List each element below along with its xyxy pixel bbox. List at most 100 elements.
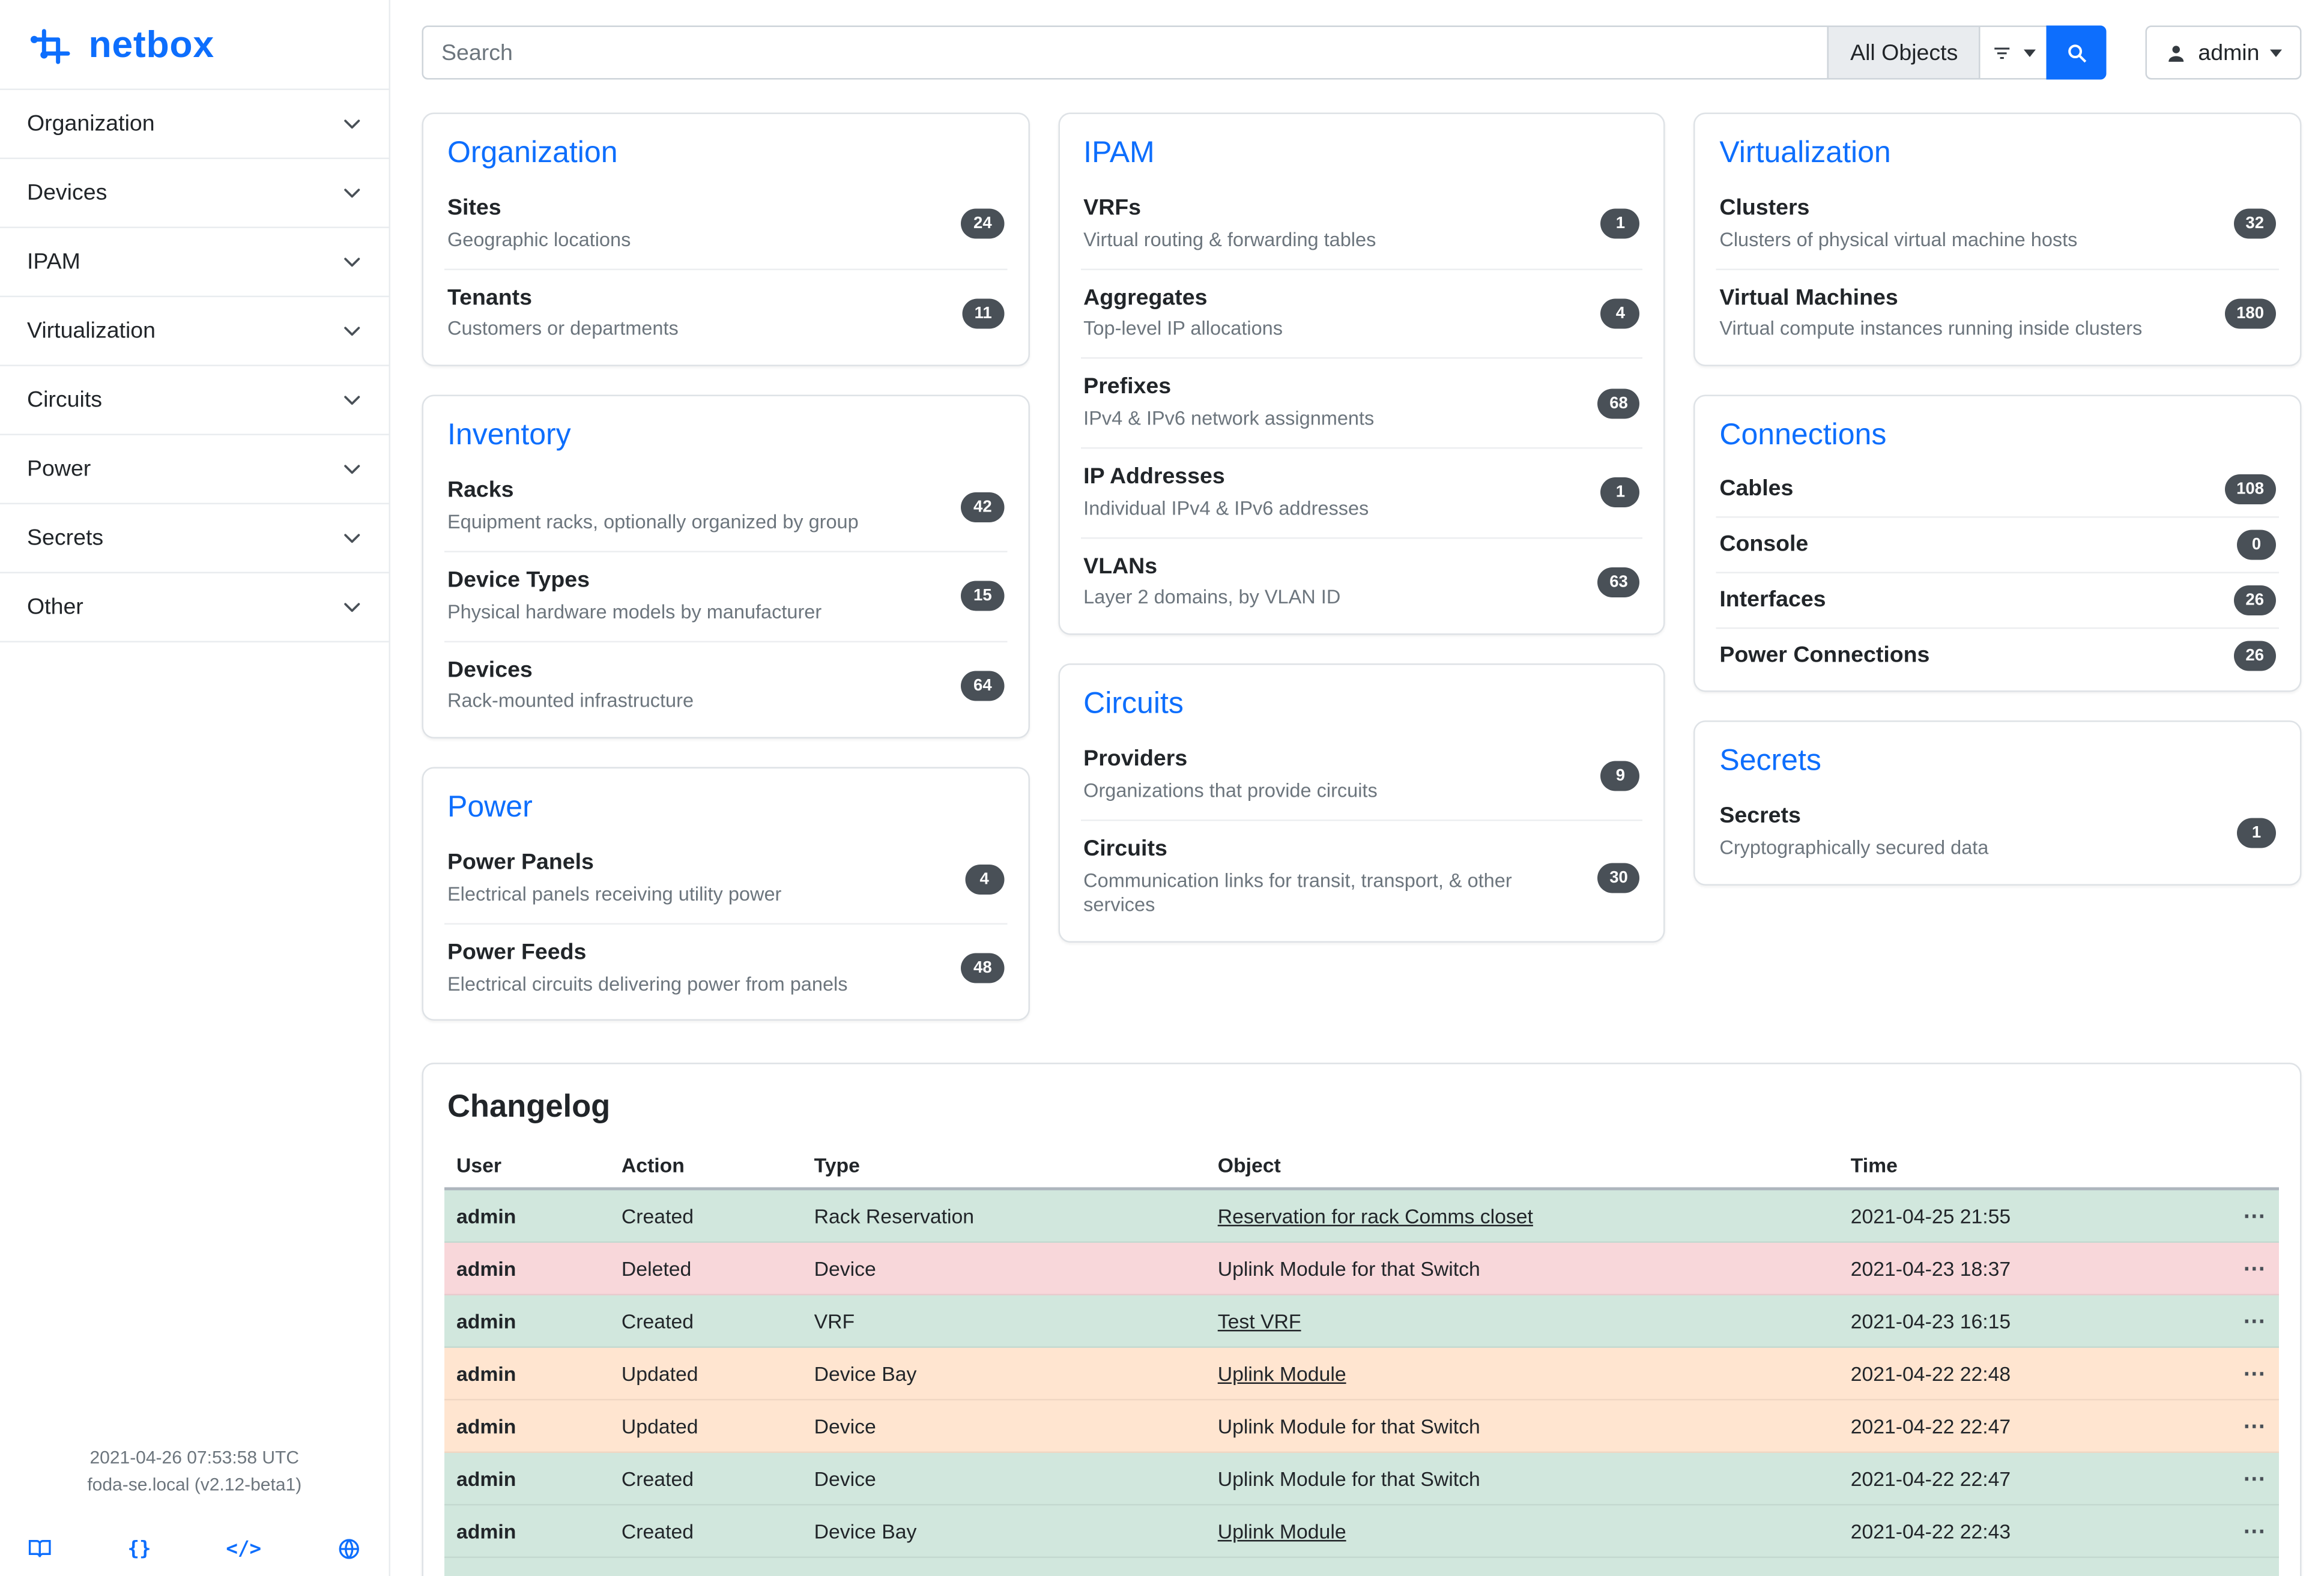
list-item-power-panels[interactable]: Power Panels Electrical panels receiving … [444,835,1007,923]
object-link[interactable]: Uplink Module [1217,1520,1346,1543]
card-title: Virtualization [1719,136,1891,170]
rest-api-icon[interactable]: {} [127,1538,151,1560]
user-menu-button[interactable]: admin [2145,25,2302,80]
cell-time: 2021-04-25 21:55 [1838,1189,2188,1244]
item-name[interactable]: Device Types [447,567,590,593]
sidebar-item-power[interactable]: Power [0,435,389,504]
item-name[interactable]: Power Feeds [447,939,587,965]
item-name[interactable]: Tenants [447,285,533,310]
item-name[interactable]: Cables [1719,476,1794,501]
list-item-circuits[interactable]: Circuits Communication links for transit,… [1080,819,1643,934]
list-item-prefixes[interactable]: Prefixes IPv4 & IPv6 network assignments 6… [1080,357,1643,447]
cell-user: admin [444,1452,610,1506]
row-actions[interactable]: ⋯ [2187,1242,2279,1296]
list-item-racks[interactable]: Racks Equipment racks, optionally organiz… [444,463,1007,551]
sidebar: netbox Organization Devices IPAM Virtualiza… [0,0,390,1576]
object-link[interactable]: Test VRF [1217,1310,1301,1333]
count-badge: 4 [964,863,1004,894]
cell-type: Device [802,1452,1206,1506]
list-item-cables[interactable]: Cables 108 [1716,463,2279,517]
filter-dropdown-button[interactable] [1979,25,2048,80]
item-name[interactable]: Devices [447,656,533,683]
row-actions[interactable]: ⋯ [2187,1347,2279,1401]
list-item-devices[interactable]: Devices Rack-mounted infrastructure 64 [444,640,1007,729]
list-item-tenants[interactable]: Tenants Customers or departments 11 [444,268,1007,358]
list-item-clusters[interactable]: Clusters Clusters of physical virtual mac… [1716,180,2279,268]
search-submit-button[interactable] [2046,25,2107,80]
globe-icon[interactable] [336,1537,362,1561]
list-item-providers[interactable]: Providers Organizations that provide circ… [1080,731,1643,820]
object-link[interactable]: Reservation for rack Comms closet [1217,1205,1533,1228]
cell-time: 2021-04-22 22:47 [1838,1400,2188,1454]
chevron-down-icon [344,603,360,612]
list-item-vlans[interactable]: VLANs Layer 2 domains, by VLAN ID 63 [1080,536,1643,626]
filter-icon [1994,47,2010,58]
sidebar-item-virtualization[interactable]: Virtualization [0,297,389,366]
item-name[interactable]: VLANs [1083,553,1158,579]
row-actions[interactable]: ⋯ [2187,1452,2279,1506]
count-badge: 32 [2233,209,2277,240]
object-link[interactable]: C9200-NM-4G [1218,1573,1349,1576]
item-name[interactable]: IP Addresses [1083,463,1225,489]
object-type-button[interactable]: All Objects [1827,25,1981,80]
item-name[interactable]: Power Connections [1719,642,1930,668]
sidebar-item-other[interactable]: Other [0,573,389,642]
card-secrets: Secrets Secrets Cryptographically secured … [1693,720,2302,886]
item-name[interactable]: Circuits [1083,836,1167,862]
sidebar-item-secrets[interactable]: Secrets [0,504,389,573]
list-item-interfaces[interactable]: Interfaces 26 [1716,572,2280,628]
item-description: Cryptographically secured data [1719,836,1989,859]
item-name[interactable]: Clusters [1719,195,1810,221]
list-item-sites[interactable]: Sites Geographic locations 24 [444,180,1007,268]
list-item-secrets[interactable]: Secrets Cryptographically secured data 1 [1716,788,2279,877]
item-name[interactable]: Providers [1083,746,1188,772]
sidebar-item-circuits[interactable]: Circuits [0,366,389,435]
list-item-device-types[interactable]: Device Types Physical hardware models by … [444,551,1007,640]
list-item-power-feeds[interactable]: Power Feeds Electrical circuits deliverin… [444,923,1007,1012]
footer-timestamp: 2021-04-26 07:53:58 UTC [89,1447,300,1469]
item-description: Communication links for transit, transpo… [1083,868,1512,917]
sidebar-item-devices[interactable]: Devices [0,159,389,228]
item-name[interactable]: Racks [447,477,514,504]
item-name[interactable]: VRFs [1083,195,1142,221]
item-name[interactable]: Aggregates [1083,285,1208,310]
item-name[interactable]: Prefixes [1083,374,1172,400]
person-icon [2168,45,2184,61]
count-badge: 108 [2224,474,2277,505]
row-actions[interactable]: ⋯ [2187,1400,2279,1454]
item-name[interactable]: Virtual Machines [1719,285,1898,310]
chevron-down-icon [344,534,360,543]
sidebar-item-organization[interactable]: Organization [0,90,389,159]
item-name[interactable]: Sites [447,195,501,221]
card-title: Power [447,791,533,825]
sidebar-item-label: IPAM [27,249,80,275]
main-content: All Objects admin [390,0,2324,1576]
chevron-down-icon [344,189,360,198]
cell-object: C9200-NM-4G [1205,1557,1839,1576]
item-name[interactable]: Console [1719,531,1809,557]
topbar: All Objects admin [422,25,2302,80]
search-input[interactable] [422,25,1830,80]
item-name[interactable]: Interfaces [1719,587,1826,612]
item-name[interactable]: Power Panels [447,850,594,876]
list-item-aggregates[interactable]: Aggregates Top-level IP allocations 4 [1080,268,1643,358]
list-item-console[interactable]: Console 0 [1716,516,2280,573]
list-item-vrfs[interactable]: VRFs Virtual routing & forwarding tables 1 [1080,180,1643,268]
row-actions[interactable]: ⋯ [2187,1295,2279,1349]
row-actions[interactable]: ⋯ [2187,1189,2279,1244]
ellipsis-icon: ⋯ [2243,1520,2267,1545]
docs-book-icon[interactable] [27,1537,53,1561]
netbox-logo[interactable]: netbox [0,0,389,89]
sidebar-item-ipam[interactable]: IPAM [0,228,389,297]
item-name[interactable]: Secrets [1719,803,1801,829]
code-icon[interactable]: </> [226,1538,262,1560]
changelog-table: User Action Type Object Time admin Created Rac… [444,1144,2279,1576]
count-badge: 1 [1600,209,1640,240]
row-actions[interactable]: ⋯ [2187,1505,2279,1559]
row-actions[interactable]: ⋯ [2187,1557,2279,1576]
object-link[interactable]: Uplink Module [1217,1362,1346,1386]
list-item-virtual-machines[interactable]: Virtual Machines Virtual compute instance… [1716,268,2280,358]
list-item-power-connections[interactable]: Power Connections 26 [1716,627,2280,684]
cell-type: Device Bay [802,1347,1206,1401]
list-item-ip-addresses[interactable]: IP Addresses Individual IPv4 & IPv6 addre… [1080,447,1643,537]
